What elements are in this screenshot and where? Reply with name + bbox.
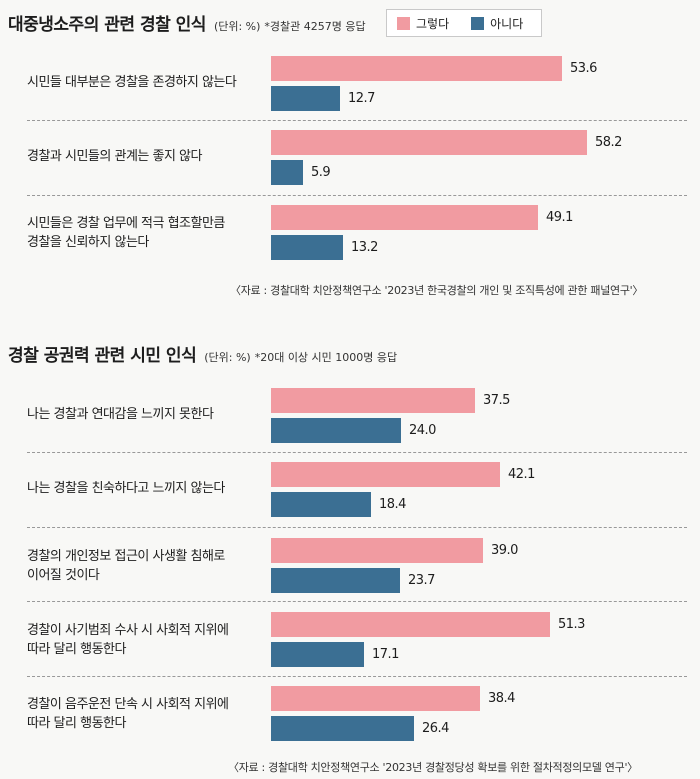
chart2-header: 경찰 공권력 관련 시민 인식 (단위: %) *20대 이상 시민 1000명… [8, 341, 397, 366]
chart2-bar-no [271, 418, 401, 443]
chart2-bar-no [271, 568, 400, 593]
chart1-bar-no [271, 160, 303, 185]
chart2-category-label-line: 따라 달리 행동한다 [27, 642, 126, 657]
chart2-bar-yes [271, 388, 475, 413]
chart2-category-label-line: 경찰이 음주운전 단속 시 사회적 지위에 [27, 697, 229, 712]
chart1-unit: (단위: %) [213, 20, 261, 33]
chart1-separator [27, 195, 687, 196]
legend-label-no: 아니다 [490, 16, 524, 31]
chart2-bar-no [271, 642, 364, 667]
chart1-value-yes: 53.6 [570, 61, 597, 76]
chart2-category-label: 나는 경찰과 연대감을 느끼지 못한다 [27, 405, 214, 424]
chart2-source: 〈자료 : 경찰대학 치안정책연구소 '2023년 경찰정당성 확보를 위한 절… [228, 761, 638, 774]
chart2-value-no: 26.4 [422, 721, 449, 736]
chart1-value-yes: 49.1 [546, 210, 573, 225]
legend-label-yes: 그렇다 [416, 16, 450, 31]
chart1-value-no: 5.9 [311, 165, 331, 180]
chart1-category-label-line: 경찰과 시민들의 관계는 좋지 않다 [27, 149, 202, 164]
chart1-header: 대중냉소주의 관련 경찰 인식 (단위: %) *경찰관 4257명 응답 [8, 10, 366, 35]
chart2-category-label-line: 나는 경찰과 연대감을 느끼지 못한다 [27, 407, 214, 422]
chart2-value-yes: 39.0 [491, 543, 518, 558]
chart2-bar-yes [271, 686, 480, 711]
chart2-bar-yes [271, 462, 500, 487]
chart2-value-no: 24.0 [409, 423, 436, 438]
chart2-separator [27, 676, 687, 677]
chart2-unit: (단위: %) [204, 351, 251, 364]
chart2-value-yes: 37.5 [483, 393, 510, 408]
chart2-category-label-line: 이어질 것이다 [27, 568, 100, 583]
chart2-title: 경찰 공권력 관련 시민 인식 [8, 346, 197, 366]
chart1-value-no: 12.7 [348, 91, 375, 106]
chart2-bar-yes [271, 612, 550, 637]
chart1-value-no: 13.2 [351, 240, 378, 255]
legend-swatch-yes [397, 16, 410, 30]
chart1-category-label-line: 경찰을 신뢰하지 않는다 [27, 235, 149, 250]
chart1-bar-yes [271, 130, 587, 155]
chart2-category-label-line: 경찰의 개인정보 접근이 사생활 침해로 [27, 549, 225, 564]
chart2-category-label: 나는 경찰을 친숙하다고 느끼지 않는다 [27, 479, 225, 498]
chart1-title: 대중냉소주의 관련 경찰 인식 [8, 15, 206, 35]
chart2-value-yes: 51.3 [558, 617, 585, 632]
chart1-note: *경찰관 4257명 응답 [264, 20, 366, 33]
chart1-bar-no [271, 86, 340, 111]
chart1-separator [27, 120, 687, 121]
chart2-value-no: 23.7 [408, 573, 435, 588]
chart2-value-no: 18.4 [379, 497, 406, 512]
chart2-category-label-line: 경찰이 사기범죄 수사 시 사회적 지위에 [27, 623, 229, 638]
chart1-category-label: 시민들 대부분은 경찰을 존경하지 않는다 [27, 73, 237, 92]
chart2-category-label-line: 나는 경찰을 친숙하다고 느끼지 않는다 [27, 481, 225, 496]
chart2-bar-no [271, 716, 414, 741]
chart1-source: 〈자료 : 경찰대학 치안정책연구소 '2023년 한국경찰의 개인 및 조직특… [230, 284, 644, 297]
chart1-bar-yes [271, 205, 538, 230]
chart1-category-label: 경찰과 시민들의 관계는 좋지 않다 [27, 147, 202, 166]
chart2-separator [27, 527, 687, 528]
legend-swatch-no [471, 16, 485, 30]
chart2-value-yes: 38.4 [488, 691, 515, 706]
chart-legend: 그렇다 아니다 [386, 9, 542, 37]
chart2-value-no: 17.1 [372, 647, 399, 662]
chart1-bar-no [271, 235, 343, 260]
chart1-value-yes: 58.2 [595, 135, 622, 150]
chart2-bar-no [271, 492, 371, 517]
chart2-separator [27, 452, 687, 453]
chart2-bar-yes [271, 538, 483, 563]
chart2-separator [27, 601, 687, 602]
chart1-category-label-line: 시민들 대부분은 경찰을 존경하지 않는다 [27, 75, 237, 90]
chart1-bar-yes [271, 56, 562, 81]
chart2-value-yes: 42.1 [508, 467, 535, 482]
chart2-category-label-line: 따라 달리 행동한다 [27, 716, 126, 731]
chart2-note: *20대 이상 시민 1000명 응답 [254, 351, 398, 364]
chart1-category-label-line: 시민들은 경찰 업무에 적극 협조할만큼 [27, 216, 225, 231]
